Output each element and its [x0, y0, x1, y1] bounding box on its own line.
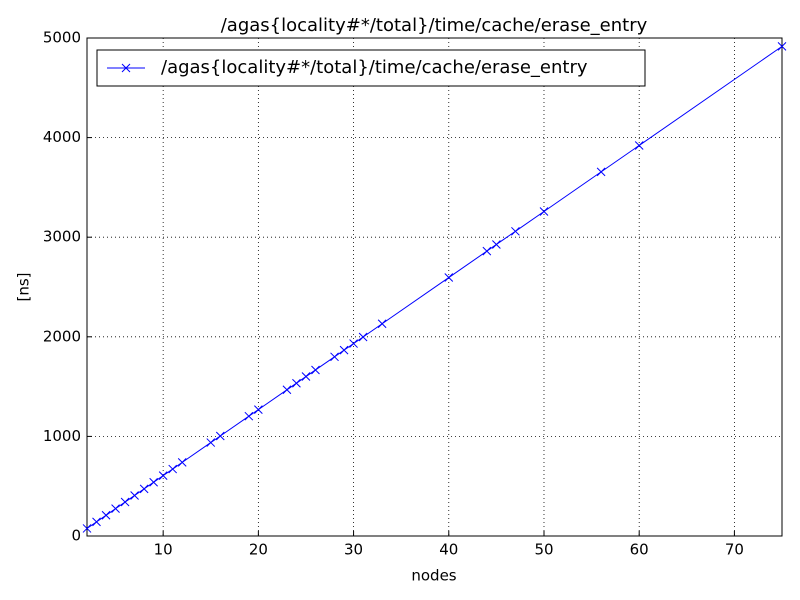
marker — [301, 372, 311, 381]
marker — [292, 378, 301, 388]
x-axis-label: nodes — [411, 567, 456, 585]
legend-box — [96, 49, 646, 87]
marker — [92, 517, 101, 527]
marker — [492, 240, 501, 249]
marker — [777, 42, 787, 51]
y-tick-label: 5000 — [43, 29, 81, 47]
legend-label: /agas{locality#*/total}/time/cache/erase… — [161, 57, 588, 78]
marker — [101, 510, 111, 520]
marker — [139, 484, 149, 494]
marker — [206, 438, 216, 447]
chart-title: /agas{locality#*/total}/time/cache/erase… — [221, 15, 648, 36]
marker — [149, 477, 158, 487]
marker — [349, 339, 358, 348]
x-tick-label: 10 — [154, 541, 173, 559]
marker — [168, 464, 178, 474]
marker — [444, 273, 454, 282]
marker — [330, 352, 339, 362]
marker — [215, 431, 225, 441]
y-axis-label: [ns] — [15, 272, 33, 301]
marker — [539, 207, 549, 216]
y-tick-label: 3000 — [43, 228, 81, 246]
marker — [177, 458, 187, 467]
marker — [130, 491, 139, 500]
y-tick-label: 0 — [71, 527, 81, 545]
marker — [339, 345, 349, 355]
x-tick-label: 60 — [630, 541, 649, 559]
x-tick-label: 70 — [725, 541, 744, 559]
x-tick-label: 30 — [344, 541, 363, 559]
x-tick-label: 40 — [439, 541, 458, 559]
marker — [311, 365, 320, 375]
marker — [511, 226, 520, 236]
marker — [120, 497, 130, 507]
marker — [244, 411, 254, 421]
y-tick-label: 4000 — [43, 128, 81, 146]
data-line — [86, 45, 783, 529]
marker — [377, 319, 387, 329]
marker — [82, 524, 92, 533]
marker — [254, 405, 263, 414]
marker — [596, 167, 606, 177]
marker — [358, 332, 368, 342]
marker — [121, 63, 131, 73]
marker — [111, 504, 120, 513]
y-tick-label: 1000 — [43, 427, 81, 445]
marker — [158, 471, 168, 480]
plot-frame — [86, 37, 783, 537]
x-tick-label: 50 — [534, 541, 553, 559]
y-tick-label: 2000 — [43, 327, 81, 345]
x-tick-label: 20 — [249, 541, 268, 559]
marker — [482, 246, 492, 256]
marker — [634, 141, 644, 150]
marker — [282, 385, 292, 395]
